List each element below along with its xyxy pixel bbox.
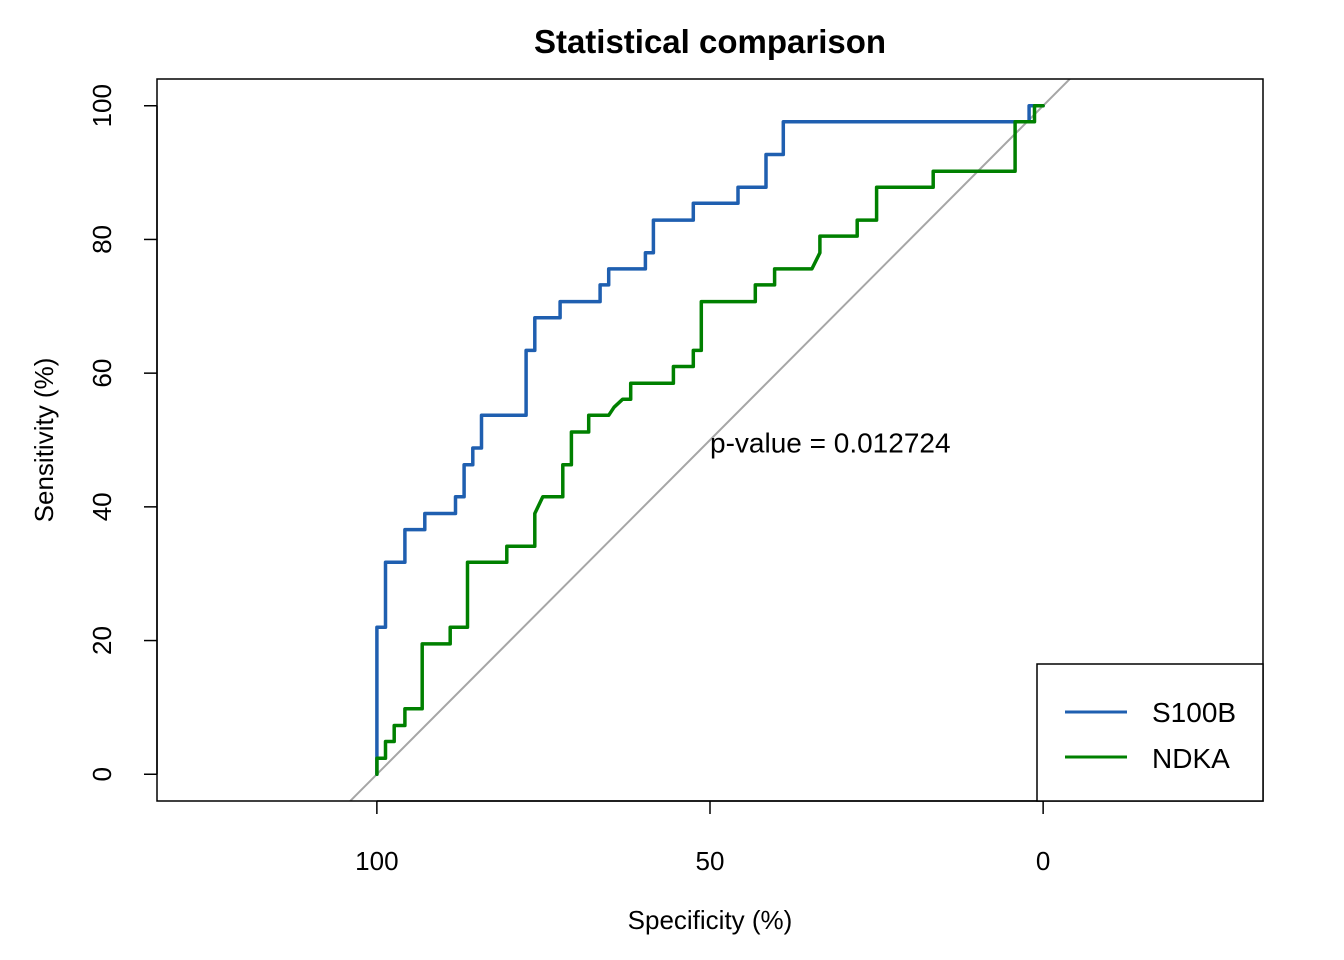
y-axis: 0 20 40 60 80 100 [87, 84, 158, 781]
reference-layer [348, 79, 1072, 801]
series-line-s100b [375, 103, 1045, 777]
y-tick-label: 60 [87, 359, 117, 388]
legend-box [1036, 663, 1264, 802]
y-tick-label: 80 [87, 225, 117, 254]
legend: S100B NDKA [1036, 663, 1264, 802]
p-value-annotation: p-value = 0.012724 [710, 427, 951, 458]
series-line-ndka [375, 103, 1045, 777]
series-layer [375, 103, 1045, 777]
y-axis-label: Sensitivity (%) [29, 358, 59, 523]
x-axis-label: Specificity (%) [628, 905, 793, 935]
y-tick-label: 40 [87, 492, 117, 521]
x-axis: 100 50 0 [355, 800, 1050, 876]
x-tick-label: 0 [1036, 846, 1050, 876]
y-tick-label: 0 [87, 767, 117, 781]
reference-diagonal-line [348, 79, 1072, 801]
y-tick-label: 100 [87, 84, 117, 127]
y-tick-label: 20 [87, 626, 117, 655]
legend-label-s100b: S100B [1152, 697, 1236, 728]
x-tick-label: 50 [696, 846, 725, 876]
x-tick-label: 100 [355, 846, 398, 876]
legend-label-ndka: NDKA [1152, 743, 1230, 774]
chart-title: Statistical comparison [534, 23, 886, 60]
